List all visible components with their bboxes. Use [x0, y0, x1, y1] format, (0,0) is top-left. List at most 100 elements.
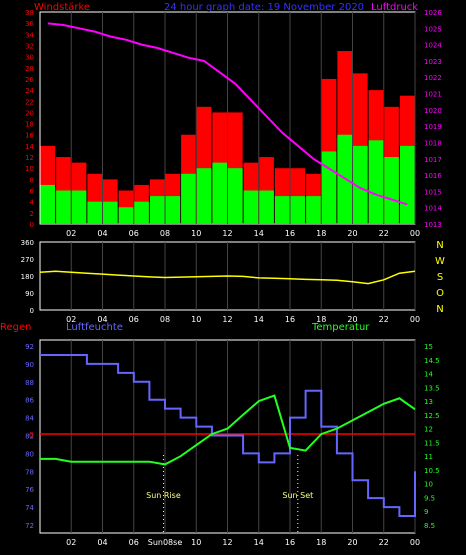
pressure-title: Luftdruck: [371, 2, 418, 13]
x-tick-label: 00: [410, 315, 420, 324]
wind-tick-label: 34: [25, 31, 34, 39]
direction-tick-label: 270: [21, 256, 34, 264]
humidity-tick-label: 80: [25, 450, 34, 458]
humidity-tick-label: 84: [25, 415, 34, 423]
x-tick-label: 12: [222, 229, 232, 238]
x-tick-label: Sun08se: [148, 538, 183, 547]
temperature-tick-label: 10: [424, 481, 433, 489]
pressure-tick-label: 1017: [424, 156, 442, 164]
wind-avg-bar: [368, 140, 384, 224]
wind-tick-label: 28: [25, 65, 34, 73]
wind-tick-label: 8: [30, 176, 34, 184]
wind-tick-label: 6: [30, 188, 35, 196]
wind-tick-label: 30: [25, 54, 34, 62]
compass-label: W: [435, 256, 445, 267]
wind-avg-bar: [212, 162, 227, 224]
temperature-tick-label: 12: [424, 426, 433, 434]
panel2-x-ticks: 02 04 06 08 10 12 14 16 18 20 22 00: [66, 315, 420, 324]
temperature-tick-label: 14: [424, 371, 433, 379]
x-tick-label: 08: [160, 315, 170, 324]
panel1-x-ticks: 02 04 06 08 10 12 14 16 18 20 22 00: [66, 229, 420, 238]
humidity-tick-label: 78: [25, 468, 34, 476]
direction-line: [39, 270, 416, 285]
wind-avg-bar: [87, 201, 102, 224]
x-tick-label: 14: [254, 229, 264, 238]
wind-avg-bar: [259, 190, 274, 224]
wind-avg-bar: [243, 190, 259, 224]
wind-bars: [40, 51, 415, 225]
humidity-temperature-panel: Regen Luftfeuchte Temperatur 72 74 76 78 80 8…: [0, 322, 440, 547]
humidity-tick-label: 90: [25, 361, 34, 369]
wind-tick-label: 20: [25, 109, 34, 117]
x-tick-label: 22: [379, 229, 389, 238]
pressure-tick-label: 1018: [424, 139, 442, 147]
x-tick-label: 18: [316, 538, 326, 547]
direction-tick-label: 90: [25, 290, 34, 298]
x-tick-label: 10: [191, 315, 201, 324]
x-tick-label: 10: [191, 229, 201, 238]
x-tick-label: 14: [254, 315, 264, 324]
temperature-tick-label: 13: [424, 398, 433, 406]
humidity-tick-label: 88: [25, 379, 34, 387]
temperature-tick-label: 13.5: [424, 384, 440, 392]
x-tick-label: 06: [129, 229, 139, 238]
wind-avg-bar: [71, 190, 87, 224]
wind-avg-bar: [56, 190, 71, 224]
x-tick-label: 00: [410, 229, 420, 238]
pressure-tick-label: 1016: [424, 172, 442, 180]
x-tick-label: 12: [222, 538, 232, 547]
wind-tick-label: 10: [25, 165, 34, 173]
pressure-tick-label: 1014: [424, 205, 442, 213]
wind-avg-bar: [40, 184, 56, 224]
compass-label: S: [437, 272, 443, 283]
temperature-tick-label: 14.5: [424, 357, 440, 365]
x-tick-label: 16: [285, 538, 295, 547]
direction-tick-label: 180: [21, 273, 34, 281]
date-title: 24 hour graph date: 19 November 2020: [164, 2, 364, 13]
pressure-tick-label: 1019: [424, 123, 442, 131]
x-tick-label: 00: [410, 538, 420, 547]
wind-avg-bar: [290, 196, 306, 224]
humidity-tick-label: 92: [25, 343, 34, 351]
direction-y-ticks: 0 90 180 270 360: [21, 239, 34, 315]
wind-tick-label: 18: [25, 121, 34, 129]
pressure-tick-label: 1025: [424, 25, 442, 33]
wind-tick-label: 2: [30, 210, 34, 218]
x-tick-label: 10: [191, 538, 201, 547]
wind-tick-label: 24: [25, 87, 34, 95]
wind-avg-bar: [353, 145, 368, 224]
humidity-tick-label: 76: [25, 486, 34, 494]
compass-label: O: [436, 288, 444, 299]
humidity-tick-label: 74: [25, 504, 34, 512]
direction-tick-label: 0: [30, 307, 34, 315]
pressure-tick-label: 1013: [424, 221, 442, 229]
pressure-tick-label: 1022: [424, 74, 442, 82]
pressure-tick-label: 1023: [424, 58, 442, 66]
x-tick-label: 12: [222, 315, 232, 324]
x-tick-label: 20: [347, 538, 357, 547]
x-tick-label: 02: [66, 315, 76, 324]
x-tick-label: 16: [285, 229, 295, 238]
wind-avg-bar: [384, 157, 399, 224]
wind-tick-label: 0: [30, 221, 34, 229]
wind-avg-bar: [103, 201, 118, 224]
wind-avg-bar: [321, 151, 337, 224]
pressure-tick-label: 1020: [424, 107, 442, 115]
humidity-tick-label: 86: [25, 397, 34, 405]
temperature-tick-label: 15: [424, 343, 433, 351]
wind-avg-bar: [228, 168, 243, 224]
wind-avg-bar: [134, 201, 149, 224]
panel3-x-ticks: 02 04 06 Sun08se 10 12 14 16 18 20 22 00: [66, 538, 420, 547]
x-tick-label: 04: [97, 315, 107, 324]
temperature-tick-label: 8.5: [424, 522, 435, 530]
temperature-tick-label: 9.5: [424, 494, 435, 502]
wind-avg-bar: [399, 145, 415, 224]
rain-title: Regen: [0, 322, 32, 333]
compass-label: N: [436, 304, 443, 315]
humidity-tick-label: 72: [25, 522, 34, 530]
temperature-tick-label: 11: [424, 453, 433, 461]
wind-tick-label: 32: [25, 42, 34, 50]
